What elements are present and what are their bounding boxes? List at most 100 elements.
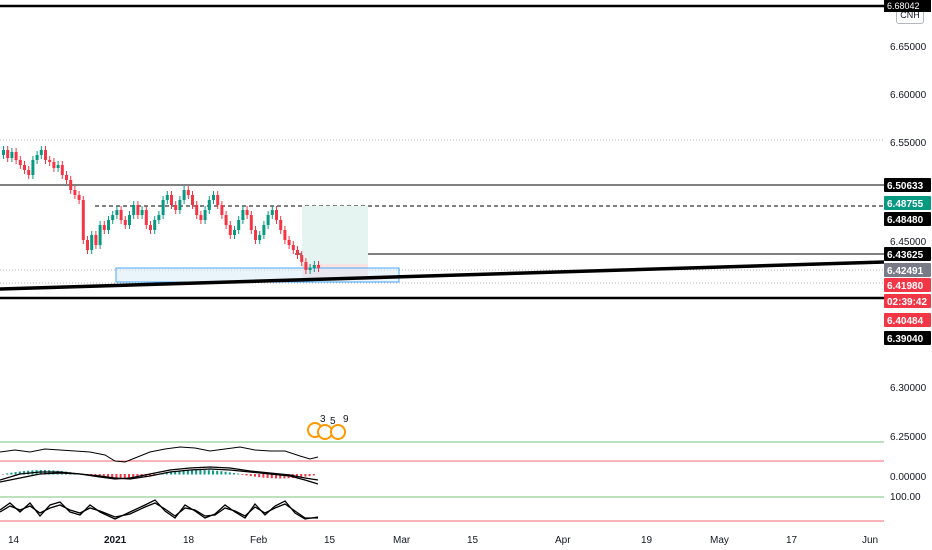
candle-body (216, 195, 220, 205)
candle-body (140, 210, 144, 215)
candle-body (35, 155, 39, 160)
candle-body (174, 205, 178, 210)
macd-bar (220, 471, 223, 475)
macd-bar (136, 474, 139, 478)
candle-body (287, 240, 291, 245)
candle-body (60, 165, 64, 175)
flag-icon[interactable] (317, 424, 333, 440)
macd-bar (10, 472, 13, 475)
macd-bar (233, 472, 235, 475)
macd-bar (6, 473, 9, 475)
macd-bar (245, 474, 248, 476)
candle-body (296, 250, 299, 255)
event-markers[interactable]: 3 5 9 (307, 414, 349, 440)
candle-body (123, 220, 127, 225)
macd-bar (249, 474, 252, 477)
price-tag-label: 6.39040 (887, 334, 924, 345)
macd-bar (258, 474, 261, 478)
macd-bar (262, 474, 265, 478)
macd-bar (102, 474, 105, 478)
target-zone[interactable] (302, 206, 368, 264)
price-tag: 6.48755 (884, 196, 931, 210)
indicator-rsi-line (0, 446, 319, 463)
candle-body (39, 150, 43, 155)
candle-body (157, 215, 161, 220)
candle-body (304, 262, 308, 270)
macd-bar (186, 470, 189, 475)
macd-bar (23, 471, 25, 475)
price-axis-label: 6.60000 (890, 90, 927, 101)
stoch-k-line (0, 499, 319, 520)
candle-body (237, 220, 241, 230)
candle-body (170, 195, 173, 205)
indicator-axis-label: 100.00 (890, 492, 921, 503)
flag-icon[interactable] (330, 424, 346, 440)
price-tag-label: 6.40484 (887, 316, 924, 327)
macd-bar (178, 471, 181, 475)
price-axis-label: 6.45000 (890, 237, 927, 248)
candle-body (102, 225, 106, 230)
candle-body (10, 152, 14, 158)
macd-bar (27, 470, 30, 475)
candle-body (258, 235, 262, 240)
macd-bar (270, 474, 273, 479)
macd-bar (207, 470, 210, 475)
macd-bar (170, 472, 172, 475)
time-axis-label: Apr (555, 535, 571, 546)
candle-body (308, 268, 312, 270)
price-tag-label: 6.48480 (887, 215, 924, 226)
macd-bar (195, 470, 198, 475)
candle-body (317, 265, 320, 268)
price-tag: 6.39040 (884, 331, 931, 345)
candle-body (107, 220, 110, 230)
price-tag: 6.40484 (884, 313, 931, 327)
time-axis[interactable]: 14 2021 18 Feb 15 Mar 15 Apr 19 May 17 J… (8, 535, 878, 546)
price-tag-label: 6.68042 (887, 1, 920, 11)
candle-body (65, 175, 68, 180)
candle-body (165, 195, 169, 200)
macd-bar (119, 474, 122, 479)
candlestick-series (2, 146, 320, 274)
time-axis-label: 15 (324, 535, 336, 546)
macd-bar (203, 470, 206, 475)
price-axis-label: 6.30000 (890, 383, 927, 394)
candle-body (132, 205, 136, 215)
candle-body (249, 215, 253, 230)
candle-body (241, 210, 245, 220)
candle-body (228, 225, 232, 235)
price-tag-label: 6.43625 (887, 250, 924, 261)
price-tag-label: 6.48755 (887, 199, 924, 210)
candle-body (56, 165, 60, 168)
candle-body (136, 205, 140, 215)
time-axis-label: Mar (393, 535, 411, 546)
macd-bar (266, 474, 269, 479)
indicator-axis-label: 0.00000 (890, 472, 927, 483)
candle-body (153, 220, 157, 230)
price-tag-label: 6.42491 (887, 266, 924, 277)
macd-bar (165, 473, 168, 475)
event-count: 3 (320, 414, 326, 425)
candle-body (279, 220, 283, 230)
price-axis-label: 6.55000 (890, 138, 927, 149)
time-axis-label: 17 (786, 535, 798, 546)
macd-bar (107, 474, 109, 478)
candle-body (178, 200, 182, 210)
candle-body (207, 200, 211, 210)
price-tag: 6.41980 (884, 278, 931, 292)
price-axis[interactable]: 6.65000 6.60000 6.55000 6.45000 6.30000 … (890, 42, 927, 503)
macd-bar (123, 474, 126, 479)
candle-body (6, 150, 10, 158)
candle-body (233, 230, 236, 235)
candle-body (23, 165, 26, 170)
candle-body (182, 190, 186, 200)
trend-line[interactable] (0, 260, 885, 291)
price-tag: 02:39:42 (884, 294, 931, 308)
candle-body (77, 195, 81, 200)
macd-bar (2, 474, 4, 475)
price-tag: 6.50633 (884, 178, 931, 192)
candle-body (203, 210, 207, 220)
candle-body (191, 195, 194, 205)
price-tag-label: 6.41980 (887, 281, 924, 292)
candle-body (283, 230, 287, 240)
